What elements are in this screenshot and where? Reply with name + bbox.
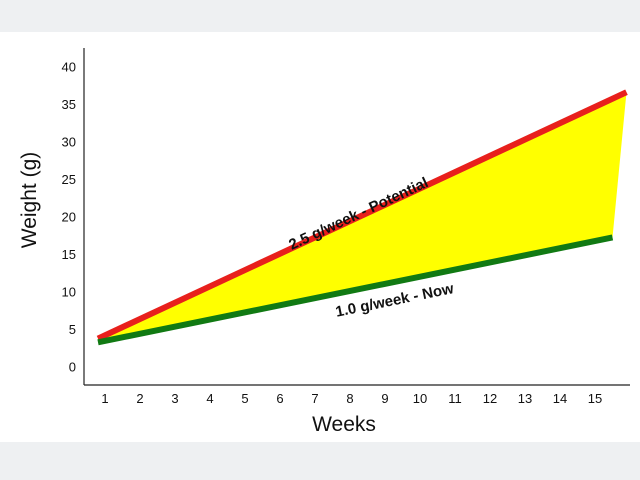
x-tick-label: 9 — [381, 391, 388, 406]
x-tick-label: 5 — [241, 391, 248, 406]
series-layer — [96, 89, 628, 346]
x-tick-label: 10 — [413, 391, 427, 406]
y-tick-label: 0 — [69, 359, 76, 374]
y-tick-label: 25 — [62, 172, 76, 187]
x-tick-label: 15 — [588, 391, 602, 406]
y-axis-title: Weight (g) — [18, 152, 41, 248]
x-axis-title: Weeks — [312, 413, 376, 436]
x-tick-label: 12 — [483, 391, 497, 406]
y-tick-label: 10 — [62, 284, 76, 299]
y-tick-label: 15 — [62, 247, 76, 262]
y-tick-label: 20 — [62, 210, 76, 225]
x-tick-label: 7 — [311, 391, 318, 406]
series-line-potential — [96, 89, 628, 342]
y-tick-label: 35 — [62, 97, 76, 112]
x-tick-label: 6 — [276, 391, 283, 406]
x-tick-label: 8 — [346, 391, 353, 406]
axes-layer — [83, 48, 630, 386]
x-tick-label: 14 — [553, 391, 567, 406]
x-tick-label: 2 — [136, 391, 143, 406]
y-tick-label: 30 — [62, 135, 76, 150]
series-line-now — [97, 234, 614, 346]
x-tick-label: 13 — [518, 391, 532, 406]
x-tick-label: 11 — [448, 391, 462, 406]
y-tick-label: 5 — [69, 322, 76, 337]
x-tick-label: 3 — [171, 391, 178, 406]
x-tick-label: 4 — [206, 391, 213, 406]
y-tick-label: 40 — [62, 60, 76, 75]
x-tick-label: 1 — [101, 391, 108, 406]
